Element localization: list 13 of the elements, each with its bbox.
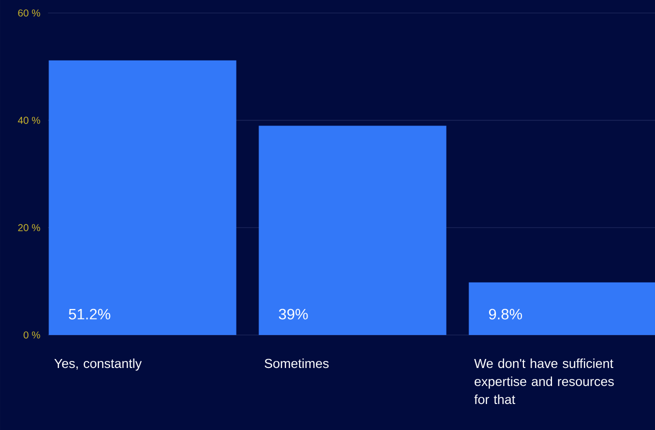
y-tick-label: 60 % — [18, 9, 40, 17]
data-label: 9.8% — [489, 308, 522, 320]
x-tick-label: We don't have sufficient expertise and resources for that — [474, 358, 614, 404]
bar — [48, 60, 236, 335]
y-tick-label: 0 % — [24, 331, 40, 339]
data-label: 51.2% — [68, 308, 110, 320]
x-tick-label: Yes, constantly — [54, 358, 142, 371]
y-tick-label: 20 % — [18, 224, 40, 232]
bar — [258, 126, 446, 335]
data-label: 39% — [278, 308, 308, 320]
y-tick-label: 40 % — [18, 116, 40, 124]
bar — [468, 282, 655, 335]
x-tick-label: Sometimes — [264, 358, 329, 368]
